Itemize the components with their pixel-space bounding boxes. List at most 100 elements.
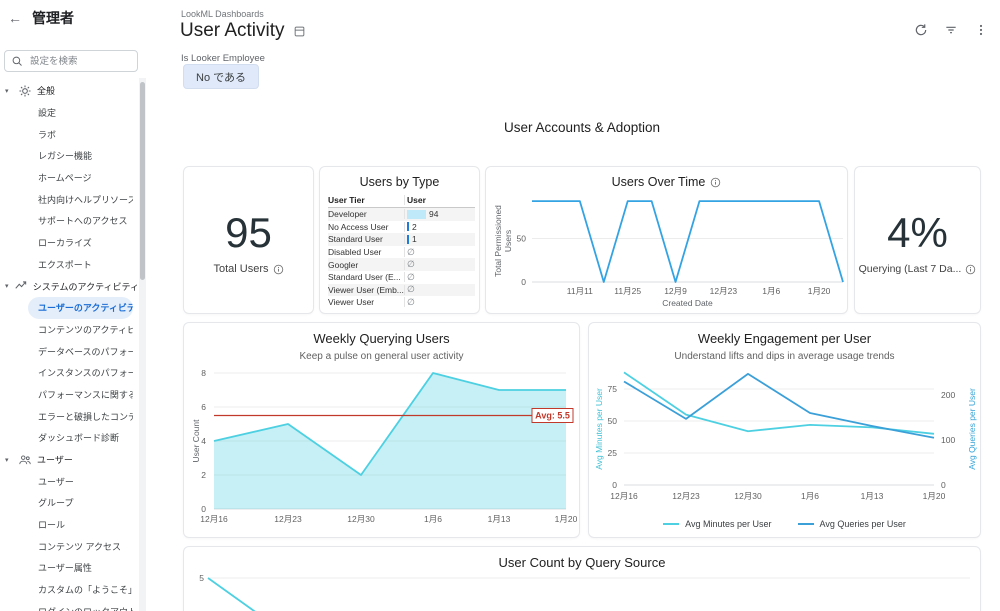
tick-label: 1月20	[808, 286, 831, 296]
sidebar-section-gear[interactable]: ▾ 全般	[0, 80, 139, 102]
users-over-time-chart[interactable]: 0 50 11月11 11月25 12月9 12月23 1月6 1月20 Created Dat…	[486, 167, 848, 314]
sidebar-item[interactable]: ホームページ	[38, 173, 92, 184]
sidebar-item[interactable]: ラボ	[38, 129, 57, 140]
weekly-querying-chart[interactable]: 0 2 4 6 8 12月16 12月23 12月30 1月6 1月13 1月20 Avg: 5.5	[184, 323, 580, 538]
sidebar-item[interactable]: ユーザー属性	[38, 563, 92, 574]
sidebar-item[interactable]: レガシー機能	[38, 151, 93, 162]
sidebar-item[interactable]: エラーと破損したコンテ...	[38, 411, 133, 422]
sidebar-item[interactable]: ログインのロックアウト	[28, 601, 133, 611]
sidebar-item[interactable]: コンテンツのアクティビテ...	[38, 324, 133, 335]
tier-label: No Access User	[328, 221, 405, 232]
refresh-button[interactable]	[912, 22, 930, 40]
users-by-type-tile: Users by Type User Tier User Developer 94…	[319, 166, 480, 314]
scrollbar-thumb[interactable]	[140, 82, 145, 280]
series-line[interactable]	[623, 371, 935, 435]
querying-value[interactable]: 4%	[887, 209, 948, 256]
table-row[interactable]: Standard User 1	[328, 233, 475, 246]
admin-sidebar: ← 管理者 ▾全般設定ラボレガシー機能ホームページ社内向けヘルプリソースサポート…	[0, 0, 146, 611]
sidebar-item[interactable]: ロール	[38, 520, 66, 531]
sidebar-item[interactable]: カスタムの「ようこそ」...	[38, 585, 133, 596]
legend-label: Avg Minutes per User	[685, 519, 772, 529]
sidebar-item[interactable]: インスタンスのパフォー...	[38, 368, 133, 379]
sidebar-item[interactable]: グループ	[38, 498, 74, 509]
tick-label: 1月20	[555, 514, 578, 524]
back-arrow-icon[interactable]: ←	[8, 10, 22, 26]
table-row[interactable]: Viewer User ∅	[328, 296, 475, 309]
chevron-down-icon[interactable]: ▾	[5, 87, 9, 95]
table-row[interactable]: No Access User 2	[328, 221, 475, 234]
sidebar-item[interactable]: データベースのパフォー...	[38, 346, 133, 357]
users-over-time-title: Users Over Time	[486, 175, 847, 189]
weekly-engagement-chart[interactable]: 0 25 50 75 0 100 200 12月16 12月23 12月30 1月6 1月13 1月20	[589, 323, 981, 538]
sidebar-section-people[interactable]: ▾ ユーザー	[0, 449, 139, 471]
series-line[interactable]	[623, 372, 935, 439]
admin-title: 管理者	[32, 10, 74, 26]
null-value-icon: ∅	[407, 296, 415, 307]
sidebar-item[interactable]: パフォーマンスに関する...	[38, 389, 133, 400]
sidebar-item[interactable]: 社内向けヘルプリソース	[38, 194, 133, 205]
tick-label: 1月13	[488, 514, 511, 524]
sidebar-item[interactable]: ローカライズ	[38, 238, 92, 249]
series-line[interactable]	[532, 200, 844, 283]
value-bar	[407, 234, 409, 244]
series-line[interactable]	[207, 577, 282, 611]
sidebar-item[interactable]: ユーザーのアクティビティ	[28, 296, 133, 319]
null-value-icon: ∅	[407, 246, 415, 257]
search-input[interactable]	[28, 54, 122, 68]
table-row[interactable]: Viewer User (Emb... ∅	[328, 283, 475, 297]
tier-label: Standard User (E...	[328, 272, 405, 283]
query-source-chart[interactable]: 5	[184, 547, 981, 611]
info-icon[interactable]	[965, 264, 976, 275]
search-icon	[12, 56, 22, 66]
tick-label: 8	[201, 368, 206, 378]
table-row[interactable]: Standard User (E... ∅	[328, 271, 475, 284]
sidebar-header: ← 管理者	[8, 8, 74, 28]
table-body: Developer 94 No Access User 2 Standard User 1…	[328, 208, 475, 309]
avg-label-box	[531, 408, 574, 423]
sidebar-item[interactable]: ユーザー	[38, 476, 74, 487]
sidebar-section-trend[interactable]: ▾ システムのアクティビティ	[0, 275, 139, 297]
people-icon	[18, 453, 32, 467]
tier-label: Disabled User	[328, 247, 405, 258]
series-area[interactable]	[214, 373, 566, 509]
more-menu-button[interactable]	[972, 22, 990, 40]
table-row[interactable]: Googler ∅	[328, 258, 475, 271]
filter-chip[interactable]: No である	[183, 64, 260, 89]
tick-label: 200	[941, 390, 955, 400]
settings-search[interactable]	[4, 50, 138, 72]
legend-item[interactable]: Avg Minutes per User	[663, 519, 772, 529]
sidebar-scrollbar[interactable]	[139, 78, 146, 611]
tier-label: Standard User	[328, 234, 405, 245]
tier-label: Developer	[328, 209, 405, 220]
chevron-down-icon[interactable]: ▾	[5, 456, 9, 464]
sidebar-item[interactable]: コンテンツ アクセス	[38, 541, 122, 552]
weekly-engagement-subtitle: Understand lifts and dips in average usa…	[674, 351, 895, 362]
tick-label: 1月20	[923, 491, 946, 501]
tick-label: 0	[521, 277, 526, 287]
series-line[interactable]	[213, 372, 566, 476]
sidebar-item[interactable]: 設定	[38, 108, 57, 119]
info-icon[interactable]	[710, 177, 721, 188]
info-icon[interactable]	[273, 264, 284, 275]
sidebar-item[interactable]: サポートへのアクセス	[38, 216, 128, 227]
total-users-value[interactable]: 95	[225, 209, 272, 256]
legend-item[interactable]: Avg Queries per User	[797, 519, 906, 529]
tick-label: 12月16	[200, 514, 228, 524]
table-row[interactable]: Disabled User ∅	[328, 246, 475, 259]
dashboard-icon[interactable]	[293, 25, 306, 38]
table-row[interactable]: Developer 94	[328, 208, 475, 221]
table-header: User Tier User	[328, 193, 475, 208]
trend-icon	[14, 279, 28, 293]
weekly-querying-tile: Weekly Querying Users Keep a pulse on ge…	[183, 322, 580, 538]
filter-button[interactable]	[942, 22, 960, 40]
users-over-time-tile: Users Over Time Total Permissioned Users …	[485, 166, 848, 314]
sidebar-item[interactable]: ダッシュボード診断	[38, 433, 120, 444]
page-title: User Activity	[180, 20, 285, 41]
tier-label: Viewer User	[328, 297, 405, 308]
tick-label: 12月23	[710, 286, 738, 296]
sidebar-item[interactable]: エクスポート	[38, 259, 92, 270]
tick-label: 12月9	[664, 286, 687, 296]
chevron-down-icon[interactable]: ▾	[5, 283, 9, 291]
tick-label: 12月23	[672, 491, 700, 501]
